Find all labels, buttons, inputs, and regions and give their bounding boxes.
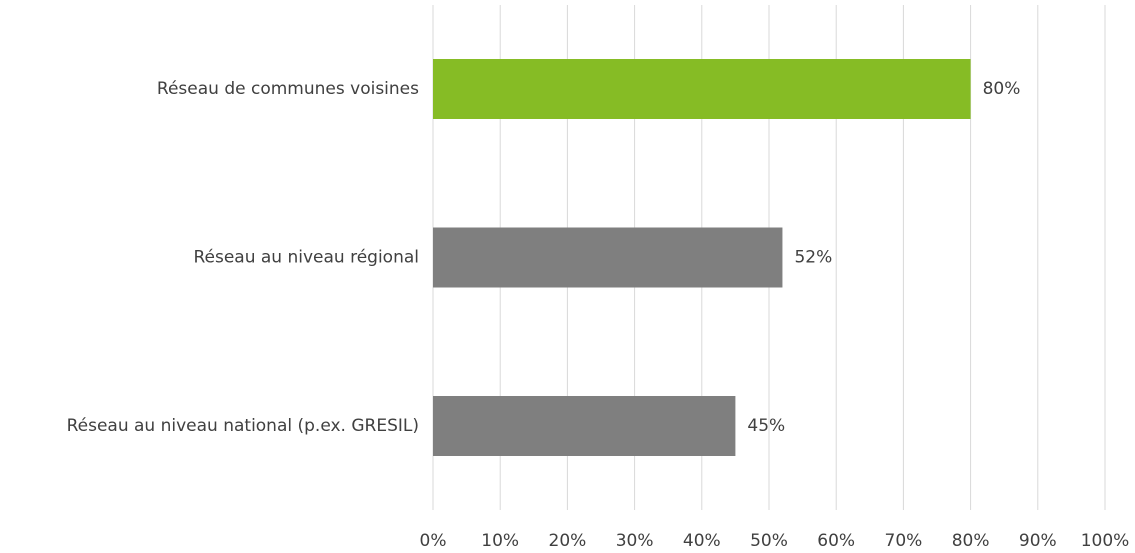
- x-tick-label: 10%: [481, 531, 519, 551]
- y-tick-label: Réseau de communes voisines: [157, 79, 419, 99]
- x-tick-label: 60%: [817, 531, 855, 551]
- x-tick-label: 100%: [1081, 531, 1130, 551]
- x-tick-label: 90%: [1019, 531, 1057, 551]
- bar: [433, 227, 783, 288]
- data-label: 52%: [794, 248, 832, 268]
- x-tick-label: 30%: [616, 531, 654, 551]
- data-label: 80%: [983, 79, 1021, 99]
- bar: [433, 59, 971, 119]
- x-tick-label: 50%: [750, 531, 788, 551]
- y-tick-label: Réseau au niveau national (p.ex. GRESIL): [67, 416, 419, 436]
- y-tick-label: Réseau au niveau régional: [193, 248, 419, 268]
- x-tick-label: 70%: [885, 531, 923, 551]
- x-tick-label: 80%: [952, 531, 990, 551]
- data-label: 45%: [747, 416, 785, 436]
- x-tick-label: 20%: [549, 531, 587, 551]
- bar: [433, 396, 736, 456]
- x-tick-label: 0%: [420, 531, 447, 551]
- x-tick-label: 40%: [683, 531, 721, 551]
